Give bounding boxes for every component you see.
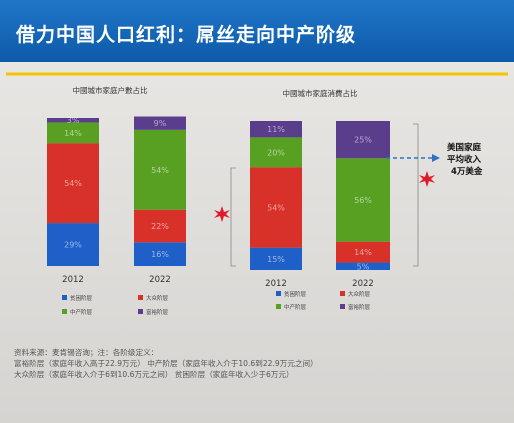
legend-swatch — [340, 304, 345, 309]
annotation-line-2: 平均收入 — [447, 154, 482, 165]
bar-segment — [336, 158, 390, 242]
bar-segment — [250, 121, 302, 138]
bar-segment — [47, 122, 99, 144]
legend-label: 贫困阶层 — [284, 290, 307, 298]
annotation-line-1: 美国家庭 — [447, 142, 482, 153]
legend-swatch — [138, 295, 143, 300]
bar-segment — [47, 118, 99, 123]
bar-segment — [134, 116, 186, 130]
red-star-icon-2 — [419, 171, 435, 187]
slide-title: 借力中国人口红利：屌丝走向中产阶级 — [16, 24, 357, 46]
bar-segment — [250, 167, 302, 248]
bar-segment — [250, 137, 302, 168]
x-tick-label: 2022 — [352, 279, 374, 289]
bar-segment — [134, 209, 186, 243]
legend-swatch — [276, 291, 281, 296]
data-label: 54% — [64, 179, 82, 188]
footnotes: 资料来源：麦肯锡咨询；注：各阶级定义： 富裕阶层（家庭年收入高于22.9万元） … — [14, 347, 318, 380]
bar-segment — [134, 242, 186, 266]
bracket-left — [230, 167, 236, 267]
bar-segment — [336, 241, 390, 263]
x-tick-label: 2012 — [62, 275, 84, 285]
bar-segment — [47, 143, 99, 224]
legend-label: 富裕阶层 — [146, 308, 169, 316]
x-tick-label: 2022 — [149, 275, 171, 285]
chart-2-title: 中國城市家庭消費占比 — [283, 88, 358, 98]
legend-label: 贫困阶层 — [70, 294, 93, 302]
data-label: 11% — [267, 125, 285, 134]
data-label: 54% — [267, 203, 285, 212]
bracket-right — [413, 123, 419, 267]
data-label: 16% — [151, 250, 169, 259]
x-tick-label: 2012 — [265, 279, 287, 289]
bar-segment — [47, 223, 99, 266]
title-banner: 借力中国人口红利：屌丝走向中产阶级 — [0, 0, 514, 62]
legend-label: 中产阶层 — [284, 303, 307, 311]
annotation-line-3: 4万美金 — [451, 166, 483, 177]
legend-swatch — [276, 304, 281, 309]
data-label: 14% — [64, 129, 82, 138]
chart-1-title: 中國城市家庭户數占比 — [73, 85, 148, 95]
data-label: 3% — [67, 116, 80, 125]
footnote-line-3: 大众阶层（家庭年收入介于6到10.6万元之间） 贫困阶层（家庭年收入少于6万元） — [14, 370, 294, 379]
legend-swatch — [138, 309, 143, 314]
legend-swatch — [62, 309, 67, 314]
data-label: 22% — [151, 222, 169, 231]
data-label: 9% — [154, 119, 167, 128]
legend-swatch — [62, 295, 67, 300]
red-star-icon — [214, 206, 230, 222]
bar-segment — [336, 262, 390, 270]
data-label: 14% — [354, 248, 372, 257]
legend-label: 大众阶层 — [348, 290, 371, 298]
data-label: 56% — [354, 196, 372, 205]
footnote-line-1: 资料来源：麦肯锡咨询；注：各阶级定义： — [14, 348, 159, 357]
bar-segment — [336, 121, 390, 159]
data-label: 25% — [354, 136, 372, 145]
bar-segment — [134, 129, 186, 210]
data-label: 15% — [267, 255, 285, 264]
bar-segment — [250, 247, 302, 270]
legend-label: 中产阶层 — [70, 308, 93, 316]
data-label: 5% — [357, 262, 370, 271]
data-label: 54% — [151, 166, 169, 175]
data-label: 29% — [64, 241, 82, 250]
legend-label: 富裕阶层 — [348, 303, 371, 311]
legend-swatch — [340, 291, 345, 296]
arrow-head-icon — [432, 154, 440, 162]
legend-label: 大众阶层 — [146, 294, 169, 302]
footnote-line-2: 富裕阶层（家庭年收入高于22.9万元） 中产阶层（家庭年收入介于10.6到22.… — [14, 359, 318, 368]
data-label: 20% — [267, 148, 285, 157]
